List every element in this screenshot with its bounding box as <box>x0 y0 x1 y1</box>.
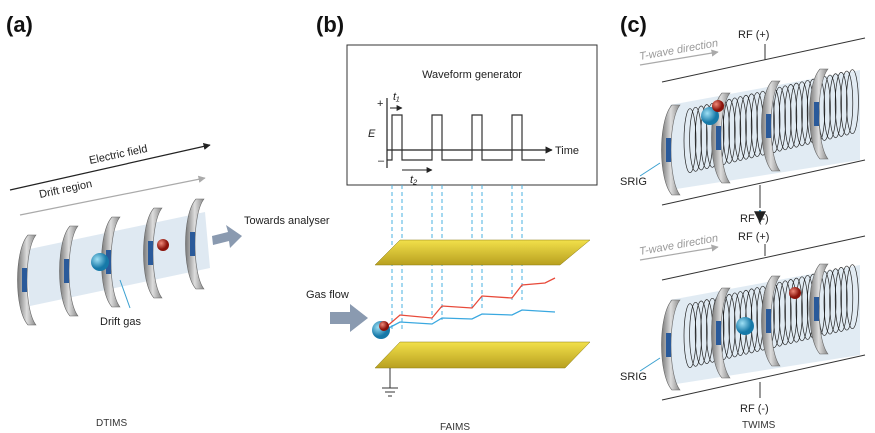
annotation: SRIG <box>620 371 647 383</box>
annotation: RF (+) <box>738 29 769 41</box>
annotation: Gas flow <box>306 289 349 301</box>
annotation: SRIG <box>620 176 647 188</box>
shape <box>385 310 555 330</box>
axis-mark: + <box>377 98 383 110</box>
annotation: t₁ <box>393 91 400 103</box>
shape <box>212 225 242 248</box>
shape <box>736 317 754 335</box>
shape <box>789 287 801 299</box>
annotation: RF (+) <box>738 231 769 243</box>
shape <box>379 321 389 331</box>
axis-mark: – <box>378 155 385 167</box>
twims-stage: T-wave direction RF (+) RF (-) SRIG <box>620 231 865 415</box>
panel-label: (a) <box>6 12 33 37</box>
shape <box>375 240 590 265</box>
caption: TWIMS <box>742 420 776 431</box>
shape <box>25 212 210 306</box>
panel-b: (b) Waveform generator + – t₁ t₂ E Time … <box>306 12 597 433</box>
shape <box>375 342 590 368</box>
twims-stage: T-wave direction RF (+) RF (-) SRIG <box>620 29 865 225</box>
panel-label: (c) <box>620 12 647 37</box>
shape <box>157 239 169 251</box>
panel-c: (c) T-wave direction RF (+) RF (-) SRIG <box>620 12 865 431</box>
figure: (a) Electric field Drift region Towards … <box>0 0 875 433</box>
shape <box>640 358 660 371</box>
panel-a: (a) Electric field Drift region Towards … <box>6 12 330 429</box>
caption: DTIMS <box>96 418 127 429</box>
annotation: Electric field <box>88 143 148 167</box>
shape <box>640 163 660 176</box>
shape <box>712 100 724 112</box>
annotation: RF (-) <box>740 213 769 225</box>
annotation: Towards analyser <box>244 215 330 227</box>
axis-label: E <box>368 128 376 140</box>
shape <box>330 304 368 332</box>
panel-label: (b) <box>316 12 344 37</box>
axis-label: Time <box>555 145 579 157</box>
shape <box>385 278 555 328</box>
annotation: RF (-) <box>740 403 769 415</box>
box-title: Waveform generator <box>422 69 522 81</box>
shape <box>91 253 109 271</box>
caption: FAIMS <box>440 422 470 433</box>
annotation: t₂ <box>410 174 418 186</box>
annotation: Drift gas <box>100 316 141 328</box>
